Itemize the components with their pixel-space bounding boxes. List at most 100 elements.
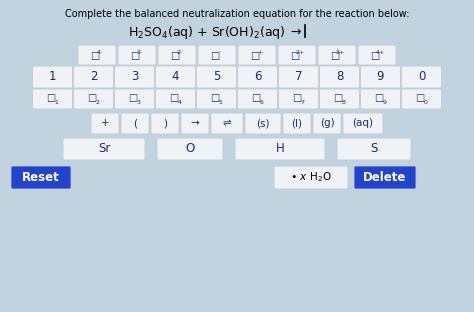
- FancyBboxPatch shape: [358, 45, 396, 65]
- FancyBboxPatch shape: [34, 67, 72, 87]
- FancyBboxPatch shape: [116, 67, 154, 87]
- Text: 3+: 3+: [336, 50, 345, 55]
- FancyBboxPatch shape: [91, 113, 119, 134]
- FancyBboxPatch shape: [283, 113, 311, 134]
- FancyBboxPatch shape: [155, 66, 195, 88]
- Text: 1: 1: [49, 71, 56, 84]
- Text: 7: 7: [295, 71, 302, 84]
- FancyBboxPatch shape: [236, 139, 324, 159]
- FancyBboxPatch shape: [361, 66, 401, 88]
- FancyBboxPatch shape: [280, 67, 318, 87]
- Text: 1: 1: [55, 100, 58, 105]
- FancyBboxPatch shape: [319, 89, 359, 109]
- Text: 0: 0: [424, 100, 428, 105]
- Text: □: □: [46, 93, 55, 103]
- FancyBboxPatch shape: [211, 113, 243, 134]
- Text: □: □: [292, 93, 301, 103]
- FancyBboxPatch shape: [245, 113, 281, 134]
- Text: 2+: 2+: [295, 50, 305, 55]
- FancyBboxPatch shape: [237, 66, 277, 88]
- FancyBboxPatch shape: [157, 138, 223, 160]
- Text: 3: 3: [131, 71, 138, 84]
- Text: (l): (l): [292, 119, 302, 129]
- FancyBboxPatch shape: [279, 66, 319, 88]
- FancyBboxPatch shape: [73, 66, 113, 88]
- FancyBboxPatch shape: [156, 67, 194, 87]
- Text: □: □: [291, 51, 300, 61]
- Text: 4-: 4-: [97, 50, 103, 55]
- FancyBboxPatch shape: [401, 89, 441, 109]
- Text: Reset: Reset: [22, 171, 60, 184]
- Text: 5: 5: [219, 100, 222, 105]
- FancyBboxPatch shape: [401, 66, 441, 88]
- FancyBboxPatch shape: [152, 114, 178, 133]
- FancyBboxPatch shape: [344, 114, 382, 133]
- Text: H$_2$SO$_4$(aq) + Sr(OH)$_2$(aq) $\rightarrow$: H$_2$SO$_4$(aq) + Sr(OH)$_2$(aq) $\right…: [128, 24, 302, 41]
- FancyBboxPatch shape: [237, 89, 277, 109]
- Text: 5: 5: [213, 71, 220, 84]
- FancyBboxPatch shape: [155, 89, 195, 109]
- FancyBboxPatch shape: [198, 45, 236, 65]
- FancyBboxPatch shape: [12, 167, 70, 188]
- FancyBboxPatch shape: [197, 66, 237, 88]
- Text: 6: 6: [260, 100, 264, 105]
- FancyBboxPatch shape: [158, 45, 196, 65]
- FancyBboxPatch shape: [318, 45, 356, 65]
- FancyBboxPatch shape: [33, 89, 73, 109]
- Text: 3: 3: [137, 100, 140, 105]
- Text: □: □: [91, 51, 100, 61]
- Text: Delete: Delete: [363, 171, 407, 184]
- Text: □: □: [210, 93, 219, 103]
- Text: -: -: [219, 50, 221, 55]
- Text: 9: 9: [377, 71, 384, 84]
- FancyBboxPatch shape: [361, 89, 401, 109]
- Text: Sr: Sr: [98, 143, 110, 155]
- FancyBboxPatch shape: [314, 114, 340, 133]
- Text: □: □: [169, 93, 178, 103]
- Text: H: H: [275, 143, 284, 155]
- FancyBboxPatch shape: [181, 113, 209, 134]
- Text: →: →: [191, 119, 200, 129]
- FancyBboxPatch shape: [238, 67, 276, 87]
- Text: 4+: 4+: [375, 50, 384, 55]
- Text: □: □: [330, 51, 340, 61]
- FancyBboxPatch shape: [118, 45, 156, 65]
- FancyBboxPatch shape: [279, 89, 319, 109]
- FancyBboxPatch shape: [63, 138, 145, 160]
- Text: (s): (s): [256, 119, 270, 129]
- Text: (aq): (aq): [353, 119, 374, 129]
- FancyBboxPatch shape: [274, 166, 348, 189]
- FancyBboxPatch shape: [246, 114, 280, 133]
- Text: 2: 2: [90, 71, 97, 84]
- Text: □: □: [87, 93, 96, 103]
- Text: 0: 0: [418, 71, 425, 84]
- Text: (: (: [133, 119, 137, 129]
- Text: □: □: [251, 93, 260, 103]
- FancyBboxPatch shape: [212, 114, 242, 133]
- Text: +: +: [100, 119, 109, 129]
- Text: 9: 9: [383, 100, 386, 105]
- Text: (g): (g): [319, 119, 334, 129]
- FancyBboxPatch shape: [284, 114, 310, 133]
- FancyBboxPatch shape: [337, 138, 411, 160]
- FancyBboxPatch shape: [92, 114, 118, 133]
- FancyBboxPatch shape: [278, 45, 316, 65]
- Text: 7: 7: [301, 100, 304, 105]
- FancyBboxPatch shape: [319, 66, 359, 88]
- Text: 2: 2: [95, 100, 100, 105]
- Text: ⇌: ⇌: [223, 119, 231, 129]
- FancyBboxPatch shape: [313, 113, 341, 134]
- Text: Complete the balanced neutralization equation for the reaction below:: Complete the balanced neutralization equ…: [65, 9, 409, 19]
- FancyBboxPatch shape: [64, 139, 144, 159]
- Text: 4: 4: [177, 100, 182, 105]
- FancyBboxPatch shape: [402, 67, 440, 87]
- Text: 2-: 2-: [177, 50, 183, 55]
- Text: O: O: [185, 143, 195, 155]
- Text: □: □: [415, 93, 424, 103]
- FancyBboxPatch shape: [33, 66, 73, 88]
- FancyBboxPatch shape: [320, 67, 358, 87]
- Text: 4: 4: [172, 71, 179, 84]
- FancyBboxPatch shape: [158, 139, 222, 159]
- FancyBboxPatch shape: [74, 67, 112, 87]
- Text: □: □: [210, 51, 219, 61]
